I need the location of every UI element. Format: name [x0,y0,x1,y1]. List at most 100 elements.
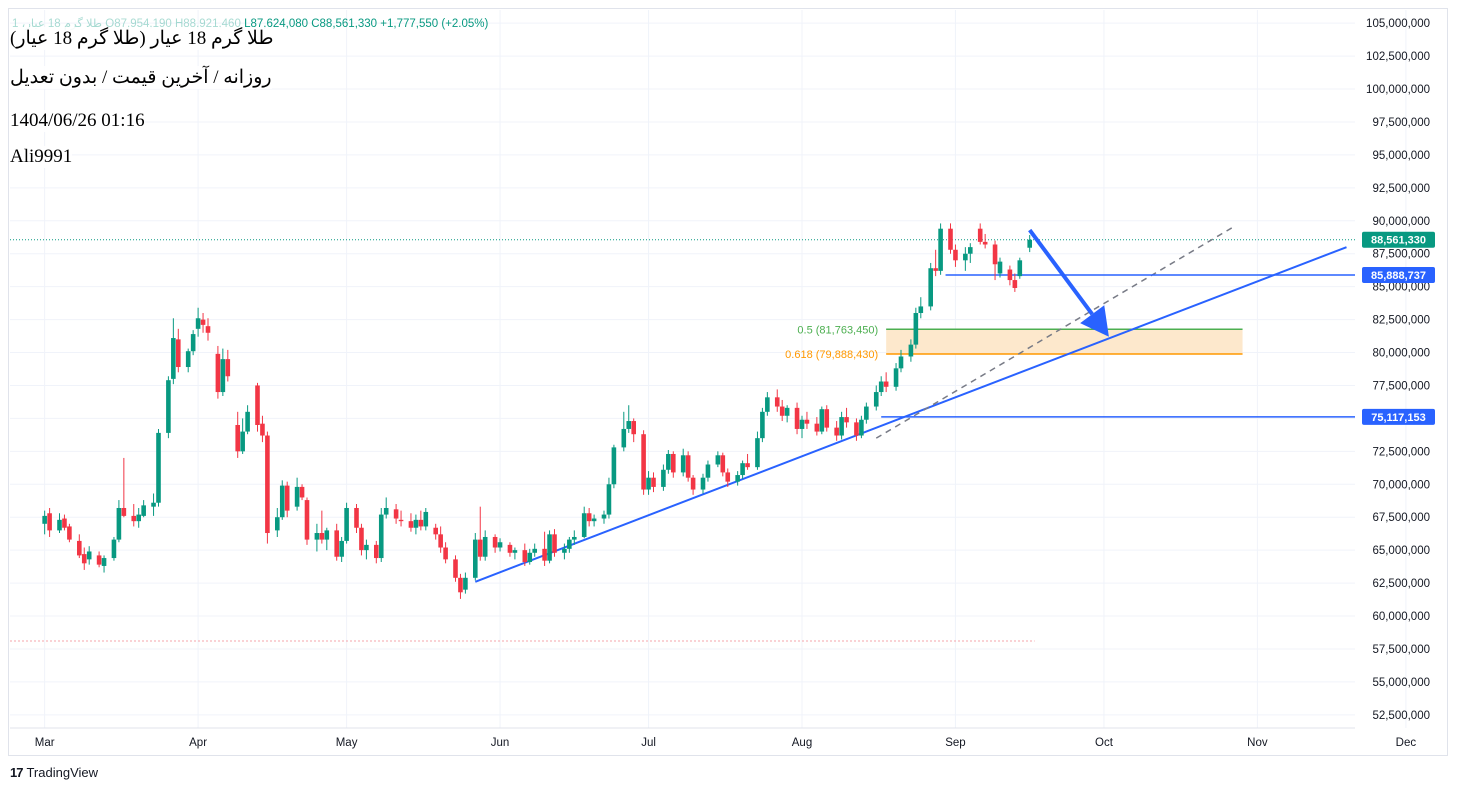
candle-body [1012,280,1018,288]
dashed-trendline [875,226,1234,439]
candle [799,415,805,439]
candle [279,480,285,520]
price-label-bg [1362,266,1435,283]
candle-body [591,518,597,522]
candle [121,457,127,518]
candle-body [992,244,998,265]
candle [779,399,785,422]
candle-body [275,517,280,531]
y-tick-label: 57,500,000 [1372,644,1430,656]
candle-body [151,502,156,507]
candle-body [359,527,364,551]
candle-body [527,552,533,563]
candle [646,471,651,495]
candle [873,385,879,411]
candle-body [933,268,938,271]
candle-body [765,397,770,412]
y-tick-label: 95,000,000 [1372,150,1430,162]
y-tick-label: 65,000,000 [1372,545,1430,557]
arrow-shaft [1028,228,1094,316]
x-tick-label: May [336,737,358,749]
candle-body [532,548,537,553]
chart-frame[interactable] [8,8,1448,756]
price-axis[interactable]: 105,000,000 102,500,000 100,000,000 97,500,… [1362,18,1435,722]
candle [755,431,760,470]
candle [720,452,726,477]
candle [111,536,117,561]
candle-body [205,326,211,333]
candle [67,523,72,543]
candle [200,313,206,333]
candle-body [963,253,968,261]
candle-body [393,509,399,519]
candle-body [190,334,196,352]
candle-body [482,536,488,557]
candle [458,573,463,599]
candle-body [522,550,528,563]
tradingview-logo-icon: 17 [10,765,24,780]
candle [814,417,820,436]
price-label-bg [1362,408,1435,425]
candle [725,468,731,487]
candle [453,555,458,582]
candle [319,510,325,544]
candle [374,540,379,564]
y-tick-label: 52,500,000 [1372,710,1430,722]
candle-body [824,409,830,428]
candle-body [873,392,879,407]
candle [992,240,998,281]
candle [195,307,201,337]
candle-body [477,539,483,557]
y-tick-label: 77,500,000 [1372,380,1430,392]
annotation-layer [1028,228,1109,337]
candle [705,460,711,482]
candle [96,551,102,568]
candle-body [735,475,740,482]
candle-body [279,485,285,518]
candle-body [195,318,201,329]
candle [982,233,988,249]
candles [42,223,1032,599]
x-tick-label: Nov [1247,737,1268,749]
tradingview-brand[interactable]: 17 TradingView [10,765,98,780]
candle-body [260,423,265,436]
candle-body [77,540,82,556]
candle [760,407,765,443]
arrow-head [1080,305,1109,337]
candle-body [671,453,676,473]
candle-body [220,359,226,393]
candle [883,372,889,393]
candle [680,448,686,477]
candle [938,223,943,275]
candle-body [883,381,889,387]
candle [562,543,567,560]
candle [47,507,52,537]
candle [423,507,429,531]
candle [255,382,260,432]
candle [765,392,770,416]
candle-body [700,477,706,490]
candle [581,506,587,539]
trendline [474,246,1347,583]
candle-body [265,435,270,534]
candle-body [240,431,245,452]
candle [804,411,810,429]
candle-body [562,548,567,553]
candle [1007,265,1013,286]
candle [151,493,156,516]
candle [482,530,488,561]
candle-body [463,577,468,590]
candle-body [156,432,161,503]
candle-body [977,228,983,242]
candle [413,514,419,535]
time-axis[interactable]: Mar Apr May Jun Jul Aug Sep Oct Nov Dec [35,737,1417,749]
candle-body [497,542,503,548]
candle-body [547,534,552,561]
candle [190,330,196,356]
candle-body [572,536,577,540]
x-tick-label: Dec [1396,737,1417,749]
candle-body [913,313,919,345]
candle [314,523,320,552]
candle [977,223,983,245]
